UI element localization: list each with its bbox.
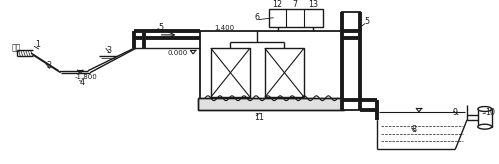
Bar [198,98,344,110]
Text: 6: 6 [254,13,259,22]
Text: 2: 2 [46,61,51,70]
Ellipse shape [478,107,492,112]
Text: 5: 5 [364,17,369,26]
Text: -1.800: -1.800 [74,74,97,80]
Text: 进水: 进水 [11,44,20,53]
Bar [269,9,323,27]
Text: 9: 9 [453,108,458,117]
Text: 1.400: 1.400 [215,24,235,31]
Text: 5: 5 [158,23,163,32]
Text: 12: 12 [272,0,282,9]
Text: 4: 4 [80,78,85,87]
Bar [198,98,344,110]
Text: 10: 10 [485,108,495,117]
Text: 13: 13 [308,0,318,9]
Bar [478,109,492,127]
Text: 11: 11 [254,113,264,122]
Bar [265,48,304,97]
Text: 7: 7 [293,0,298,9]
Ellipse shape [478,124,492,129]
Text: 8: 8 [412,125,417,134]
Bar [342,12,360,110]
Bar [200,31,342,110]
Text: 1: 1 [35,40,40,49]
Bar [211,48,250,97]
Text: 3: 3 [106,46,111,55]
Text: 0.000: 0.000 [168,50,188,56]
